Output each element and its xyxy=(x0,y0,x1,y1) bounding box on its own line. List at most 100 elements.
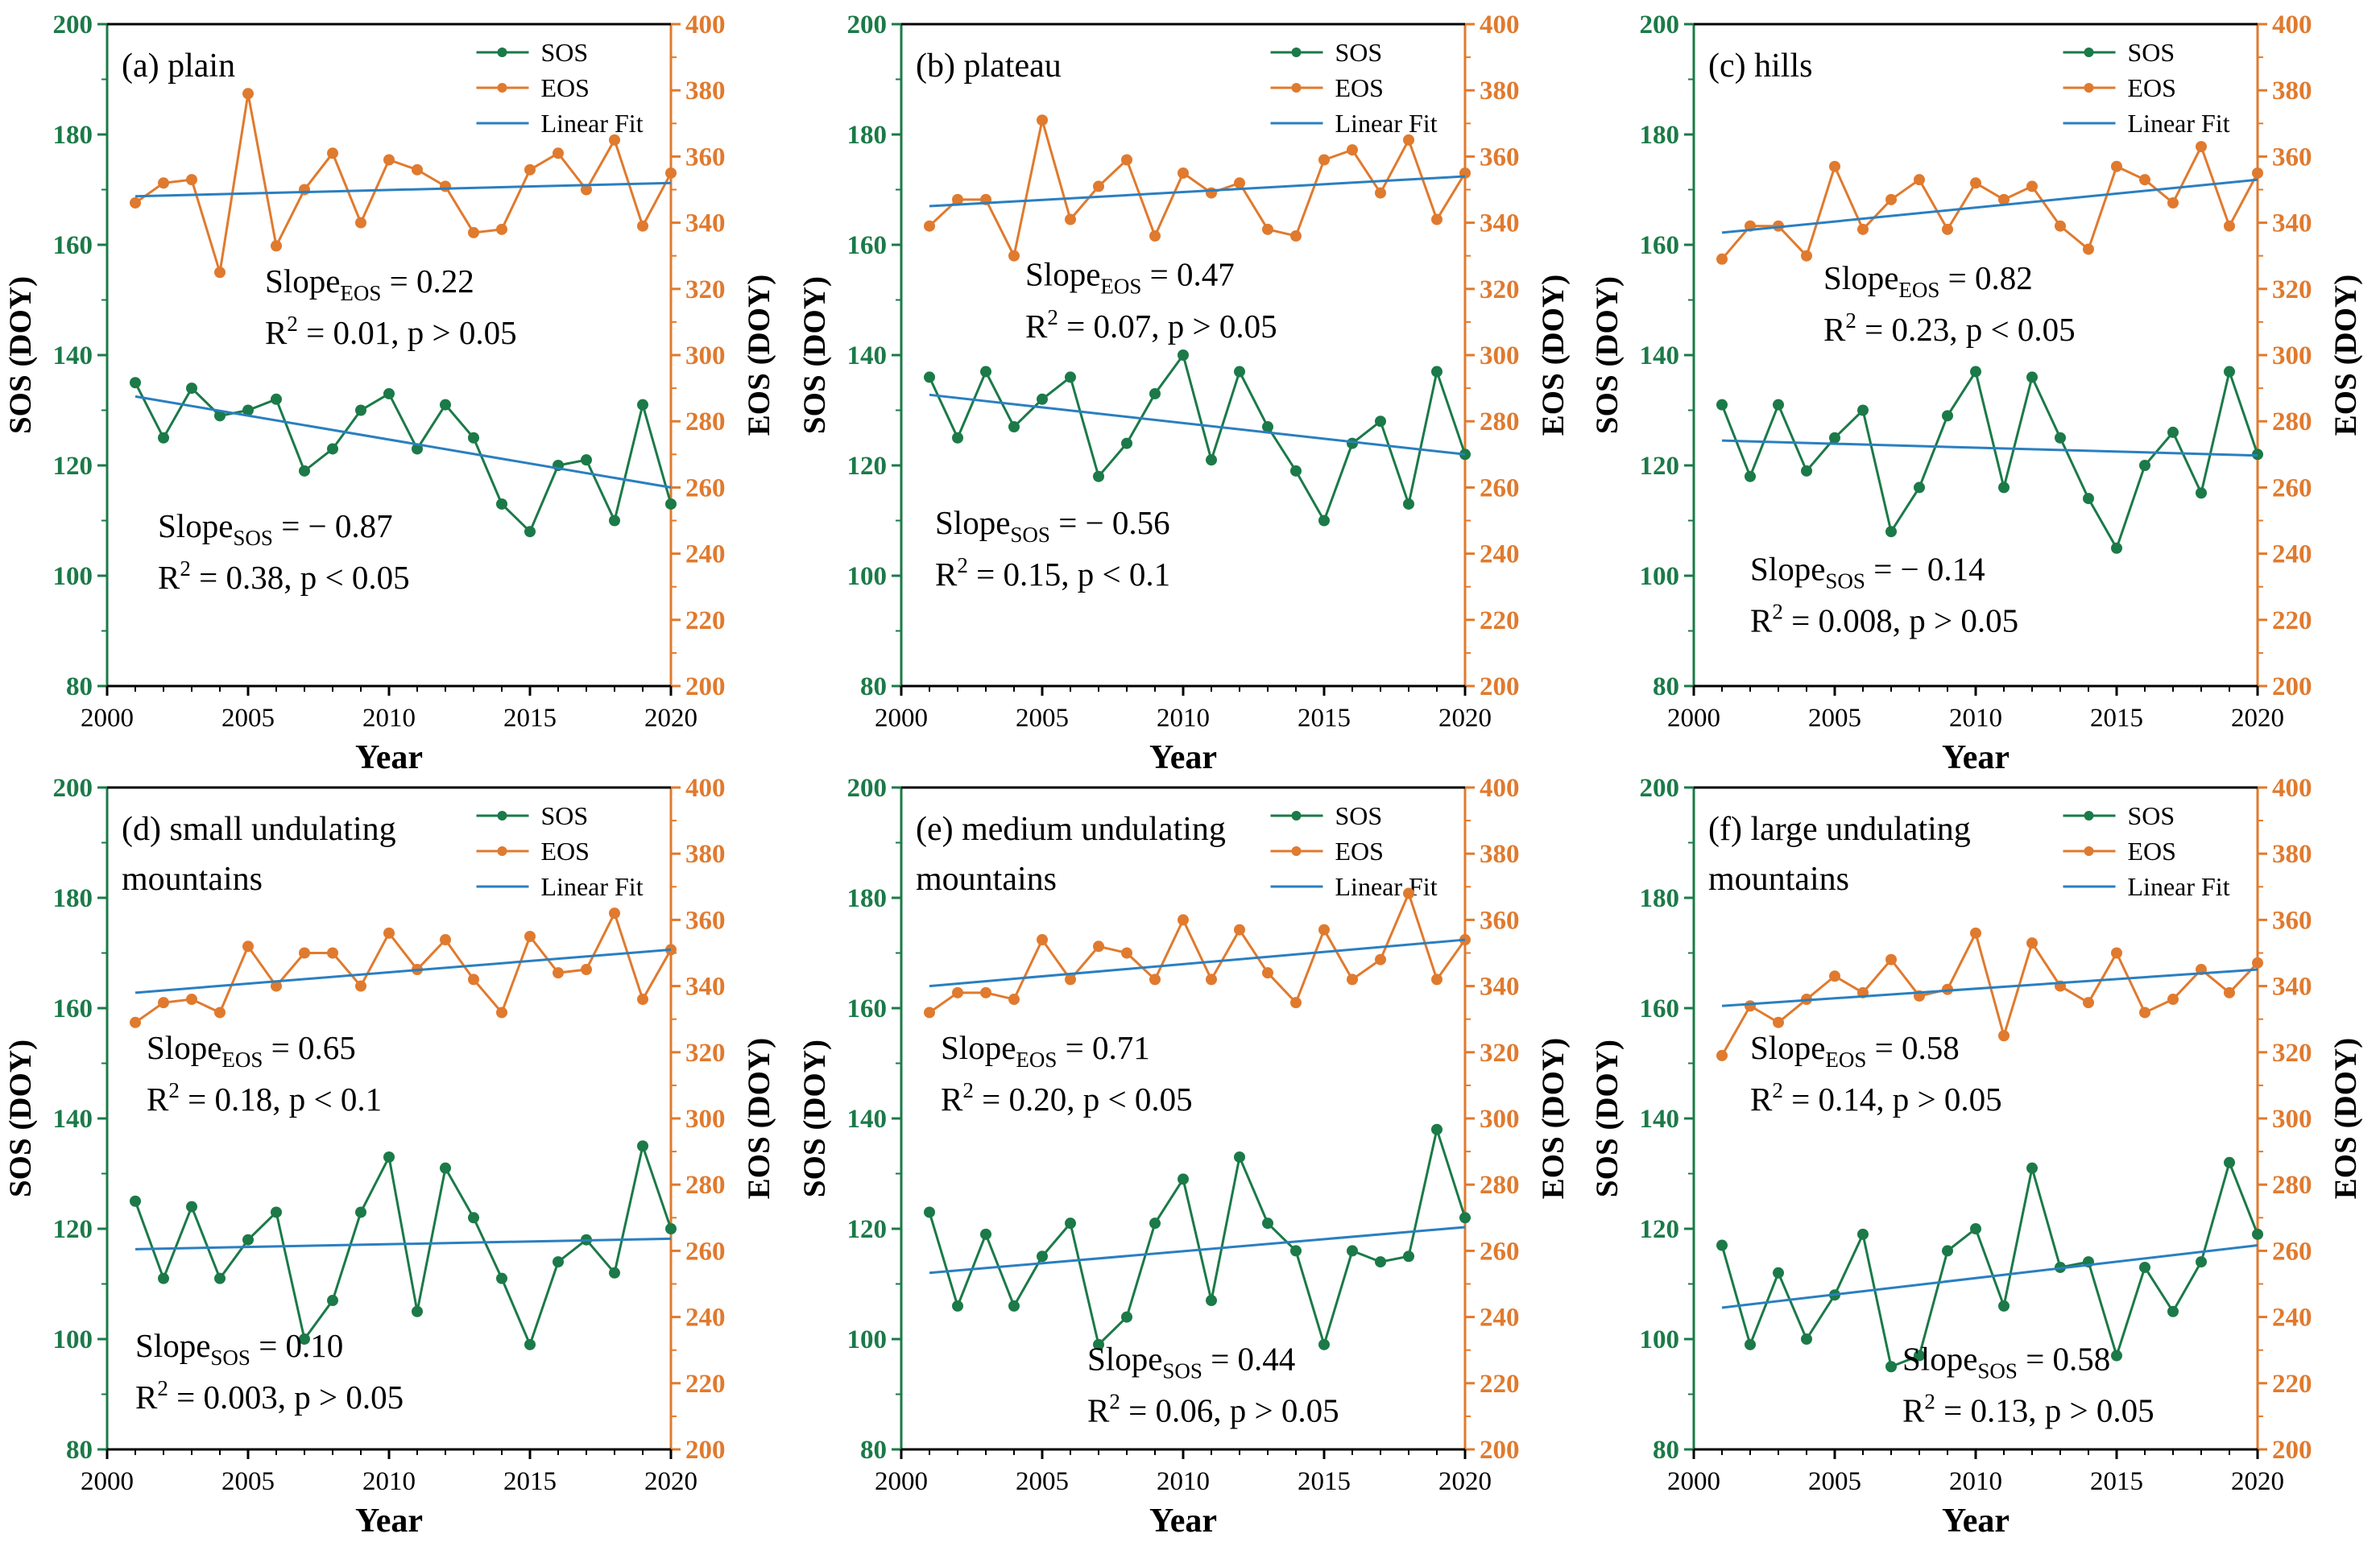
legend-eos-label: EOS xyxy=(1335,73,1384,102)
right-tick-label: 300 xyxy=(685,1105,726,1134)
sos-point xyxy=(1914,482,1925,494)
eos-point xyxy=(496,1007,507,1019)
left-tick-label: 200 xyxy=(1640,774,1680,803)
eos-point xyxy=(1178,914,1189,926)
eos-slope-annotation-value: = 0.71 xyxy=(1057,1029,1149,1066)
eos-point xyxy=(524,930,536,942)
sos-point xyxy=(299,1333,310,1345)
sos-point xyxy=(355,1206,366,1218)
eos-point xyxy=(581,964,592,976)
right-tick-label: 260 xyxy=(2272,1237,2312,1266)
sos-slope-annotation-subscript: SOS xyxy=(1162,1358,1202,1383)
legend-fit-label: Linear Fit xyxy=(541,872,644,901)
legend-sos-label: SOS xyxy=(1335,38,1383,67)
sos-r2-annotation-value: = 0.06, p > 0.05 xyxy=(1120,1391,1339,1428)
sos-point xyxy=(383,387,395,399)
eos-point xyxy=(1178,167,1189,179)
sos-point xyxy=(1347,1245,1358,1257)
sos-slope-annotation: SlopeSOS = − 0.14 xyxy=(1750,550,1985,593)
eos-point xyxy=(130,196,141,209)
right-tick-label: 280 xyxy=(2272,407,2312,436)
eos-point xyxy=(2026,937,2038,949)
eos-point xyxy=(1716,1049,1728,1061)
x-tick-label: 2010 xyxy=(1949,704,2002,733)
eos-point xyxy=(1121,154,1132,166)
eos-r2-annotation-superscript: 2 xyxy=(1772,1078,1783,1102)
eos-point xyxy=(468,974,479,986)
sos-point xyxy=(158,432,169,444)
right-tick-label: 380 xyxy=(1480,840,1520,869)
panel-3: 80 100 120 140 160 180 200 200 220 240 260 280 300 32… xyxy=(1590,10,2363,776)
sos-slope-annotation: SlopeSOS = 0.44 xyxy=(1087,1340,1295,1383)
panel-title-line2: mountains xyxy=(122,861,263,898)
sos-r2-annotation-superscript: 2 xyxy=(1924,1389,1935,1413)
eos-point xyxy=(2167,196,2179,209)
eos-point xyxy=(2083,997,2094,1009)
x-tick-label: 2000 xyxy=(81,1467,134,1496)
x-tick-label: 2000 xyxy=(875,704,928,733)
x-tick-label: 2010 xyxy=(362,1467,416,1496)
right-tick-label: 240 xyxy=(1480,540,1520,569)
eos-point xyxy=(1262,223,1273,235)
x-tick-label: 2000 xyxy=(1667,1467,1720,1496)
sos-point xyxy=(665,498,677,510)
sos-point xyxy=(2196,1256,2207,1268)
left-tick-label: 200 xyxy=(53,10,93,39)
eos-slope-annotation-word: Slope xyxy=(941,1029,1016,1066)
sos-slope-annotation-subscript: SOS xyxy=(233,526,273,550)
left-tick-label: 180 xyxy=(53,884,93,913)
left-tick-label: 120 xyxy=(53,1215,93,1244)
right-tick-label: 400 xyxy=(685,10,726,39)
sos-point xyxy=(2224,366,2235,378)
eos-point xyxy=(412,163,423,176)
left-tick-label: 140 xyxy=(847,1105,888,1134)
sos-r2-annotation-symbol: R xyxy=(158,559,180,596)
right-tick-label: 220 xyxy=(2272,1370,2312,1399)
right-tick-label: 340 xyxy=(1480,973,1520,1002)
sos-point xyxy=(1998,482,2010,494)
sos-point xyxy=(1093,1338,1104,1350)
sos-slope-annotation-subscript: SOS xyxy=(210,1346,250,1370)
right-tick-label: 380 xyxy=(2272,76,2312,105)
sos-point xyxy=(383,1151,395,1163)
sos-point xyxy=(637,399,648,411)
eos-point xyxy=(242,88,254,100)
sos-linear-fit xyxy=(1721,439,2258,457)
right-tick-label: 340 xyxy=(685,209,726,238)
left-tick-label: 160 xyxy=(53,231,93,260)
left-axis-label: SOS (DOY) xyxy=(3,276,38,434)
sos-point xyxy=(1318,1338,1330,1350)
left-tick-label: 100 xyxy=(53,562,93,591)
eos-slope-annotation-value: = 0.58 xyxy=(1866,1029,1959,1066)
right-tick-label: 260 xyxy=(1480,473,1520,502)
eos-point xyxy=(496,223,507,235)
x-tick-label: 2020 xyxy=(1438,704,1492,733)
x-tick-label: 2015 xyxy=(1298,704,1351,733)
left-tick-label: 80 xyxy=(66,672,93,701)
eos-point xyxy=(383,154,395,166)
x-axis-label: Year xyxy=(1942,739,2010,776)
sos-point xyxy=(158,1272,169,1284)
left-axis-label: SOS (DOY) xyxy=(797,276,832,434)
eos-point xyxy=(1375,953,1386,965)
right-axis-label: EOS (DOY) xyxy=(742,275,776,436)
sos-point xyxy=(2055,432,2066,444)
sos-point xyxy=(1403,498,1414,510)
x-tick-label: 2010 xyxy=(1157,704,1210,733)
x-tick-label: 2020 xyxy=(2231,1467,2284,1496)
eos-point xyxy=(2167,994,2179,1006)
eos-slope-annotation-word: Slope xyxy=(1750,1029,1825,1066)
right-tick-label: 200 xyxy=(1480,1436,1520,1465)
sos-point xyxy=(553,1256,564,1268)
eos-slope-annotation: SlopeEOS = 0.47 xyxy=(1025,256,1235,299)
eos-point xyxy=(609,134,620,146)
sos-linear-fit xyxy=(135,1237,672,1251)
eos-point xyxy=(553,967,564,979)
eos-slope-annotation-subscript: EOS xyxy=(1100,275,1141,299)
sos-point xyxy=(1178,349,1189,361)
sos-point xyxy=(1008,1300,1020,1312)
panel-2: 80 100 120 140 160 180 200 200 220 240 260 280 300 32… xyxy=(797,10,1571,776)
eos-point xyxy=(1942,983,1953,995)
right-tick-label: 240 xyxy=(2272,540,2312,569)
sos-point xyxy=(327,1295,338,1307)
